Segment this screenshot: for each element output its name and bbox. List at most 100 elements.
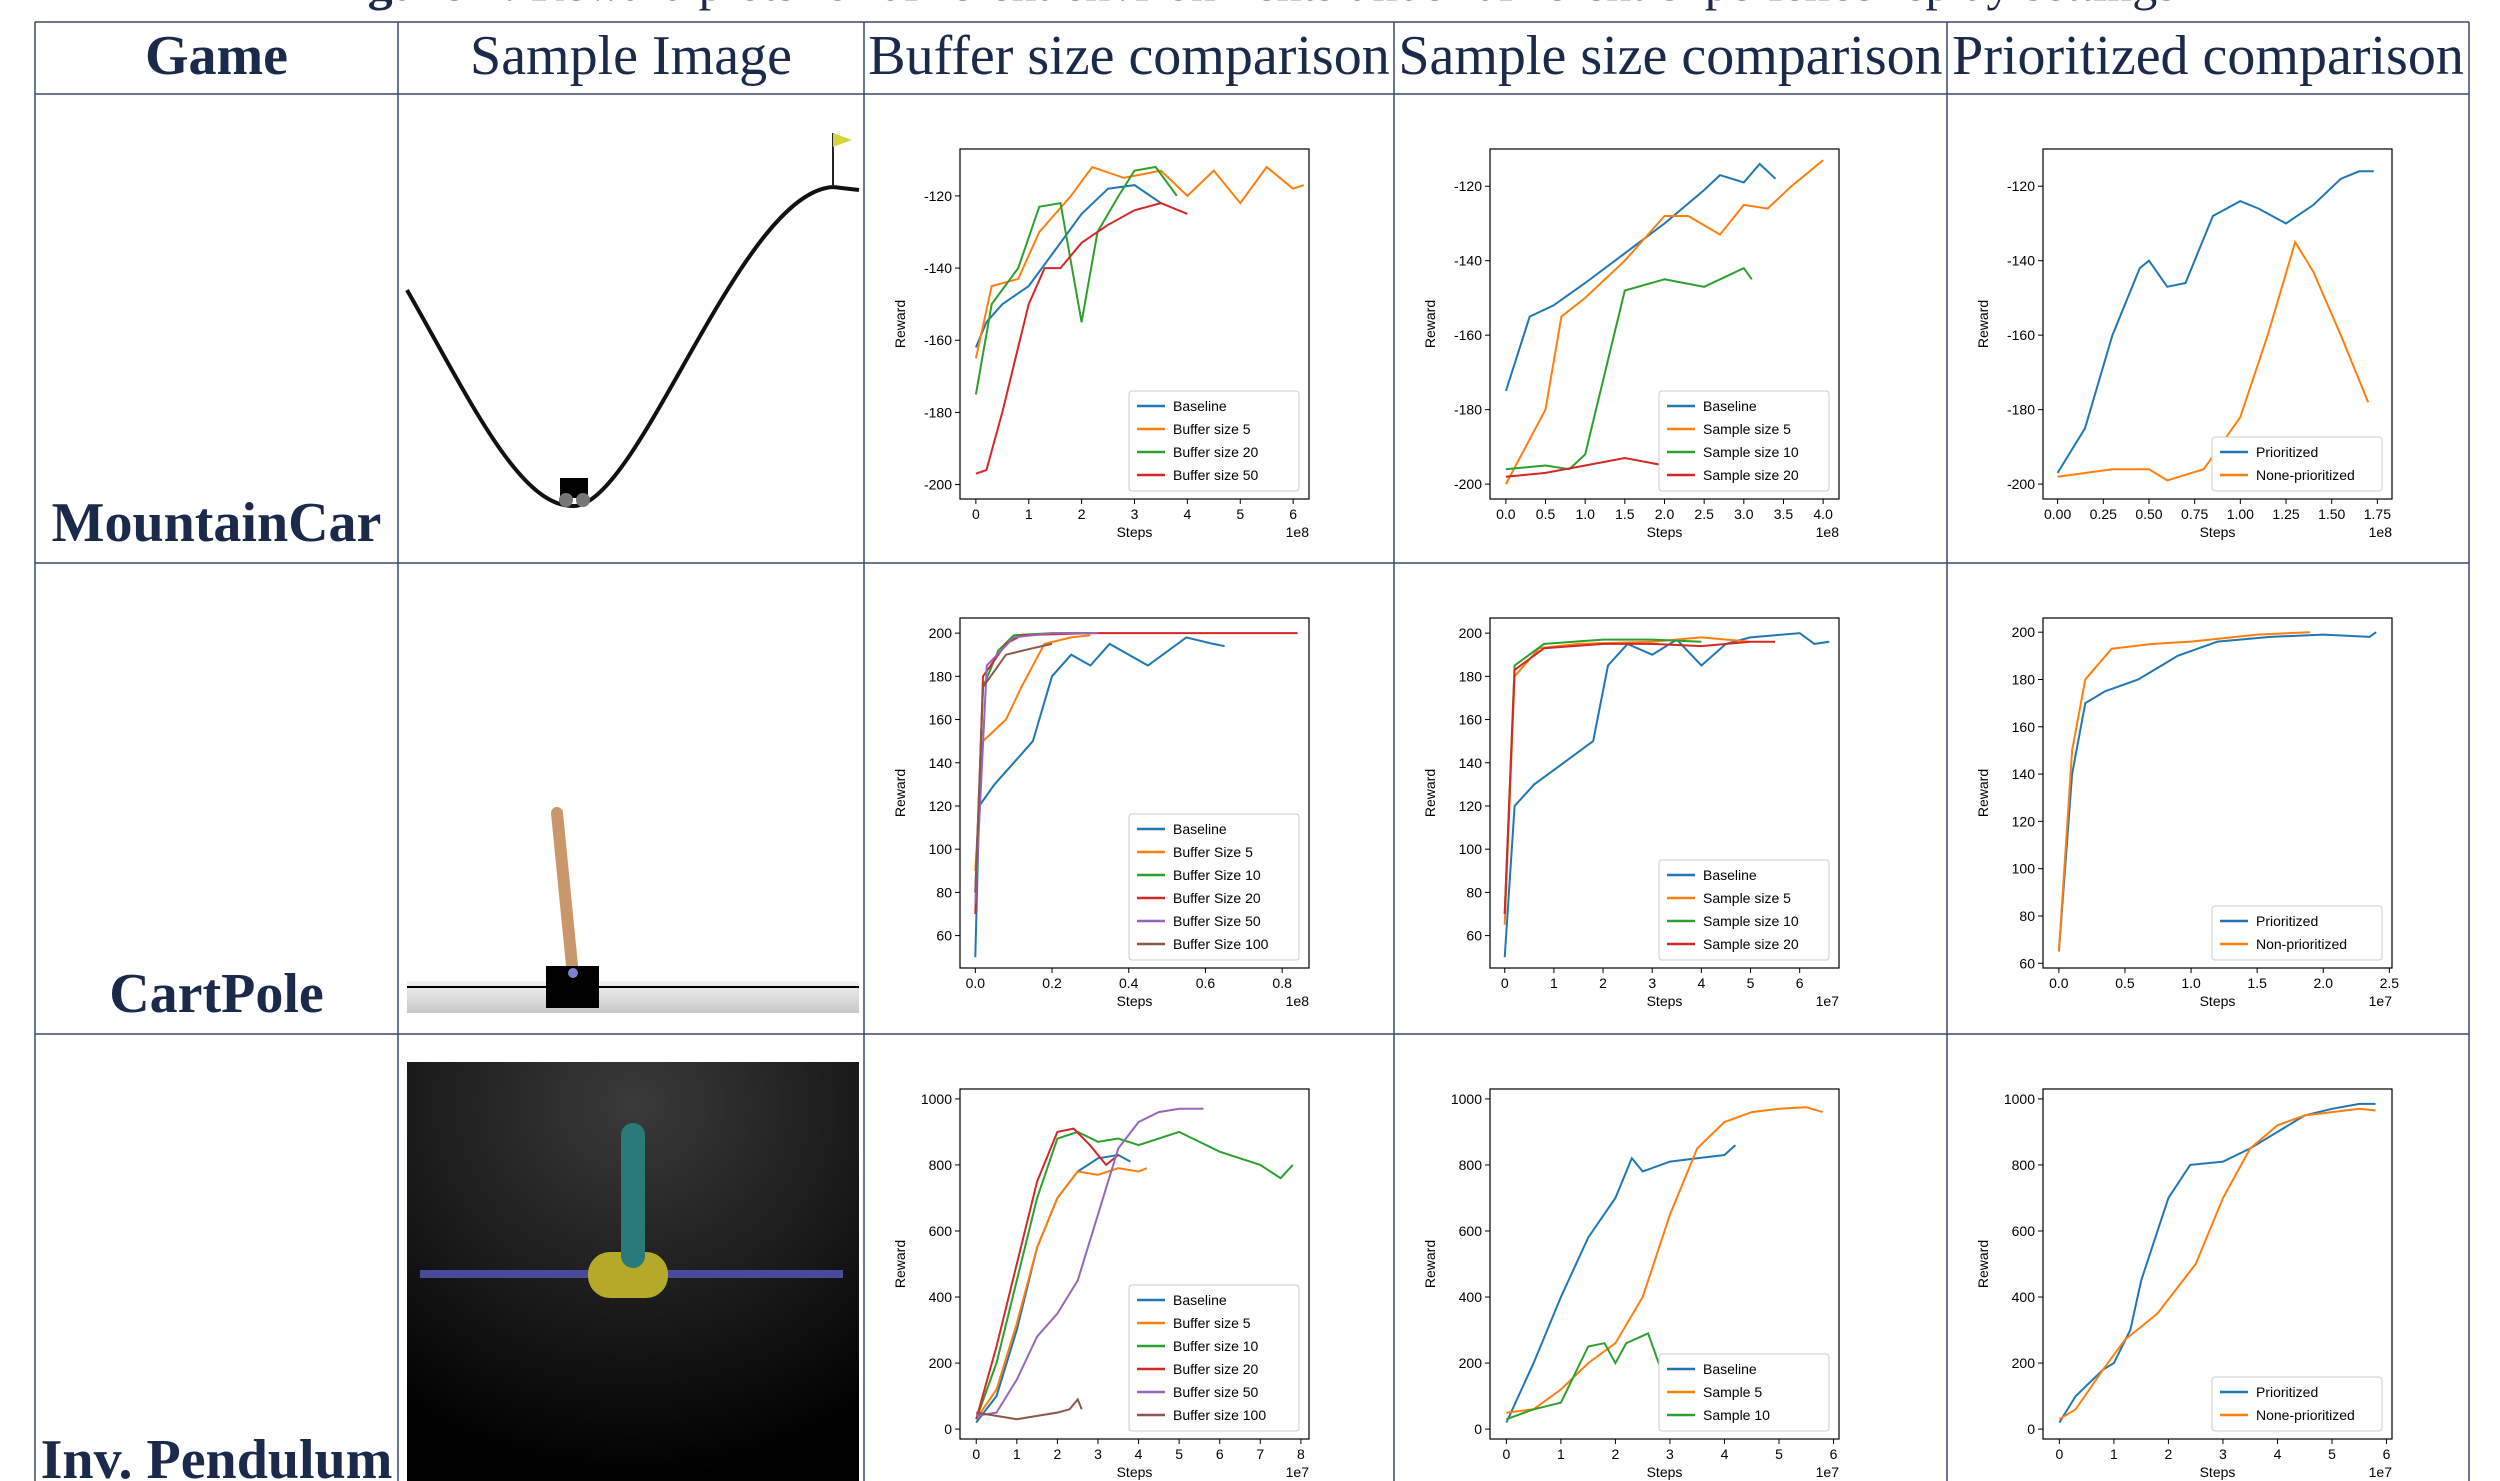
y-tick-label: -180: [2007, 402, 2035, 418]
x-offset-label: 1e7: [2369, 1464, 2393, 1480]
x-tick-label: 1.25: [2272, 506, 2299, 522]
series-line: [1505, 1144, 1737, 1423]
y-tick-label: -200: [2007, 476, 2035, 492]
x-tick-label: 0.00: [2044, 506, 2071, 522]
y-tick-label: 200: [1459, 1355, 1483, 1371]
mountaincar-image: [405, 133, 860, 509]
y-tick-label: 600: [2012, 1223, 2036, 1239]
y-tick-label: -120: [2007, 178, 2035, 194]
x-tick-label: 2.0: [2314, 975, 2334, 991]
series-line: [974, 632, 1099, 904]
x-tick-label: 1.00: [2227, 506, 2254, 522]
y-tick-label: 160: [1459, 712, 1483, 728]
series-line: [2058, 1102, 2376, 1424]
x-tick-label: 2.5: [2380, 975, 2400, 991]
x-offset-label: 1e8: [2369, 524, 2393, 540]
x-tick-label: 6: [1796, 975, 1804, 991]
legend-box: [1658, 390, 1830, 492]
legend-label: Baseline: [1173, 398, 1227, 414]
y-tick-label: -160: [2007, 327, 2035, 343]
plot-frame: [1489, 148, 1840, 500]
legend-box: [1658, 859, 1830, 961]
series-line: [1504, 162, 1777, 392]
x-tick-label: 4: [1183, 506, 1191, 522]
y-tick-label: 800: [1459, 1157, 1483, 1173]
plot-frame: [2042, 1088, 2393, 1440]
legend-label: Buffer size 50: [1173, 1384, 1259, 1400]
x-tick-label: 4: [1135, 1446, 1143, 1462]
x-tick-label: 0.6: [1196, 975, 1216, 991]
x-tick-label: 3: [2219, 1446, 2227, 1462]
caption-label: Figure 1:: [323, 0, 518, 11]
cartpole-image: [407, 807, 859, 1013]
series-line: [1506, 1106, 1823, 1414]
y-tick-label: 600: [929, 1223, 953, 1239]
x-tick-label: 5: [1236, 506, 1244, 522]
legend-label: Buffer Size 100: [1173, 936, 1269, 952]
y-tick-label: 200: [2012, 1355, 2036, 1371]
legend-label: Sample 10: [1703, 1407, 1770, 1423]
game-name: MountainCar: [52, 492, 382, 554]
x-axis-label: Steps: [2200, 993, 2236, 1009]
x-axis-label: Steps: [1647, 1464, 1683, 1480]
legend-label: None-prioritized: [2256, 467, 2355, 483]
plot-frame: [1489, 1088, 1840, 1440]
legend-label: Buffer size 20: [1173, 444, 1259, 460]
y-tick-label: 60: [2019, 955, 2035, 971]
chart: 0 1 2 3 4 5 6 -200 -180 -160 -140 -120 Steps 1e8 Rewar…: [892, 148, 1310, 540]
x-offset-label: 1e7: [1286, 1464, 1310, 1480]
legend-label: Buffer size 100: [1173, 1407, 1266, 1423]
x-axis-label: Steps: [1647, 993, 1683, 1009]
y-tick-label: 1000: [1451, 1091, 1482, 1107]
column-header: Prioritized comparison: [1952, 25, 2464, 87]
y-tick-label: 160: [929, 712, 953, 728]
x-tick-label: 4: [1697, 975, 1705, 991]
x-tick-label: 1: [1557, 1446, 1565, 1462]
x-tick-label: 1.5: [2247, 975, 2267, 991]
x-tick-label: 7: [1256, 1446, 1264, 1462]
legend-label: Baseline: [1173, 821, 1227, 837]
y-tick-label: 200: [929, 1355, 953, 1371]
series-line: [1503, 640, 1776, 915]
x-axis-label: Steps: [2200, 1464, 2236, 1480]
y-tick-label: 160: [2012, 719, 2036, 735]
x-tick-label: 0: [1502, 1446, 1510, 1462]
x-tick-label: 5: [2328, 1446, 2336, 1462]
series-line: [974, 632, 1298, 915]
chart: 0 1 2 3 4 5 6 0 200 400 600 800 1000 Steps 1e7 Reward Pr…: [1975, 1088, 2393, 1480]
plot-frame: [959, 1088, 1310, 1440]
y-tick-label: -160: [924, 332, 952, 348]
legend-label: None-prioritized: [2256, 1407, 2355, 1423]
y-tick-label: 120: [929, 798, 953, 814]
x-tick-label: 2: [1053, 1446, 1061, 1462]
x-offset-label: 1e7: [1816, 993, 1840, 1009]
y-axis-label: Reward: [892, 1240, 908, 1288]
legend-label: Sample size 10: [1703, 913, 1799, 929]
legend-box: [1128, 813, 1300, 961]
plot-frame: [2042, 617, 2393, 969]
x-tick-label: 3: [1131, 506, 1139, 522]
x-tick-label: 0.8: [1272, 975, 1292, 991]
x-tick-label: 0: [1501, 975, 1509, 991]
y-axis-label: Reward: [1975, 300, 1991, 348]
series-line: [975, 202, 1188, 475]
plot-frame: [959, 617, 1310, 969]
y-tick-label: -120: [924, 188, 952, 204]
y-tick-label: 1000: [921, 1091, 952, 1107]
y-tick-label: 100: [1459, 841, 1483, 857]
legend-label: Buffer size 50: [1173, 467, 1259, 483]
legend-label: Sample size 20: [1703, 467, 1799, 483]
legend-label: Baseline: [1703, 398, 1757, 414]
x-tick-label: 6: [1216, 1446, 1224, 1462]
x-tick-label: 6: [1830, 1446, 1838, 1462]
y-tick-label: 180: [1459, 668, 1483, 684]
series-line: [975, 1130, 1294, 1420]
x-tick-label: 0: [972, 506, 980, 522]
x-tick-label: 1.75: [2364, 506, 2391, 522]
y-tick-label: 180: [2012, 671, 2036, 687]
y-tick-label: 800: [929, 1157, 953, 1173]
x-axis-label: Steps: [1117, 993, 1153, 1009]
x-tick-label: 3.0: [1734, 506, 1754, 522]
x-tick-label: 0.5: [2115, 975, 2135, 991]
y-tick-label: 0: [1474, 1421, 1482, 1437]
